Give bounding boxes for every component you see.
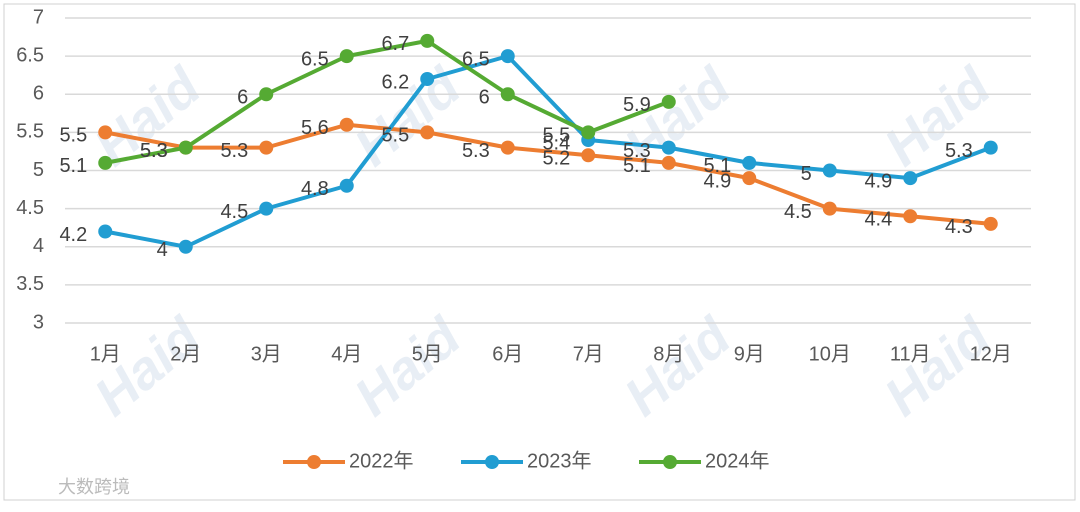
data-label: 6.5	[301, 48, 329, 70]
data-point	[661, 155, 676, 170]
data-point	[259, 201, 274, 216]
y-tick-label: 3.5	[16, 273, 44, 295]
source-watermark: 大数跨境	[58, 477, 130, 497]
data-point	[98, 224, 113, 239]
data-label: 4.9	[864, 170, 892, 192]
data-point	[178, 239, 193, 254]
x-tick-label: 9月	[734, 343, 765, 365]
data-label: 4	[157, 239, 168, 261]
y-tick-label: 7	[33, 6, 44, 28]
data-label: 5.4	[542, 132, 570, 154]
data-label: 6	[237, 87, 248, 109]
series-line	[104, 54, 992, 249]
data-point	[822, 201, 837, 216]
data-point	[983, 140, 998, 155]
y-tick-label: 5.5	[16, 121, 44, 143]
data-label: 4.3	[945, 216, 973, 238]
x-tick-label: 8月	[653, 343, 684, 365]
data-label: 5.2	[542, 148, 570, 170]
data-point	[500, 140, 515, 155]
data-point	[661, 94, 676, 109]
legend-marker	[663, 455, 677, 469]
x-tick-label: 6月	[492, 343, 523, 365]
x-tick-label: 4月	[331, 343, 362, 365]
data-point	[742, 171, 757, 186]
data-label: 5.1	[59, 155, 87, 177]
data-point	[581, 125, 596, 140]
series-line	[104, 122, 991, 226]
data-label: 5.5	[542, 125, 570, 147]
data-label: 4.9	[703, 170, 731, 192]
x-tick-label: 3月	[251, 343, 282, 365]
data-point	[420, 125, 435, 140]
data-point	[420, 33, 435, 48]
data-point	[822, 163, 837, 178]
y-tick-label: 6	[33, 83, 44, 105]
data-label: 5.9	[623, 94, 651, 116]
data-label: 4.8	[301, 178, 329, 200]
series-line	[104, 38, 670, 165]
data-point	[259, 87, 274, 102]
data-label: 5.1	[703, 155, 731, 177]
data-label: 4.5	[784, 201, 812, 223]
data-label: 5.3	[220, 140, 248, 162]
data-point	[983, 216, 998, 231]
data-label: 5.6	[301, 117, 329, 139]
x-tick-label: 11月	[890, 343, 931, 365]
x-tick-label: 5月	[412, 343, 443, 365]
data-label: 5.3	[945, 140, 973, 162]
data-label: 5.5	[59, 125, 87, 147]
x-tick-label: 10月	[809, 343, 851, 365]
legend-marker	[307, 455, 321, 469]
x-tick-label: 7月	[573, 343, 604, 365]
data-label: 5.3	[623, 140, 651, 162]
data-point	[500, 49, 515, 64]
y-tick-label: 4.5	[16, 197, 44, 219]
data-label: 4.5	[220, 201, 248, 223]
data-label: 6.5	[462, 48, 490, 70]
data-point	[500, 87, 515, 102]
data-label: 5	[801, 163, 812, 185]
data-label: 4.2	[59, 224, 87, 246]
legend-marker	[485, 455, 499, 469]
data-label: 5.3	[140, 140, 168, 162]
data-label: 6	[479, 87, 490, 109]
data-label: 4.4	[864, 209, 892, 231]
data-label: 6.2	[381, 71, 409, 93]
data-point	[259, 140, 274, 155]
x-tick-label: 12月	[970, 343, 1012, 365]
data-point	[581, 148, 596, 163]
data-point	[420, 72, 435, 86]
y-tick-label: 3	[33, 311, 44, 333]
legend-label: 2022年	[349, 449, 414, 472]
data-point	[339, 117, 354, 132]
data-label: 5.5	[381, 125, 409, 147]
y-tick-label: 6.5	[16, 44, 44, 66]
data-label: 6.7	[381, 33, 409, 55]
data-point	[742, 155, 757, 170]
data-point	[178, 140, 193, 155]
data-point	[661, 140, 676, 155]
data-point	[98, 125, 113, 140]
legend-label: 2023年	[527, 449, 592, 472]
data-point	[339, 49, 354, 64]
x-tick-label: 2月	[170, 343, 201, 365]
data-label: 5.1	[623, 155, 651, 177]
data-label: 5.3	[462, 140, 490, 162]
data-point	[903, 171, 918, 186]
data-label: 5.3	[140, 140, 168, 162]
legend-label: 2024年	[705, 449, 770, 472]
data-point	[903, 209, 918, 224]
y-tick-label: 4	[33, 235, 44, 257]
y-tick-label: 5	[33, 159, 44, 181]
data-point	[339, 178, 354, 193]
data-point	[98, 155, 113, 170]
x-tick-label: 1月	[90, 343, 121, 365]
